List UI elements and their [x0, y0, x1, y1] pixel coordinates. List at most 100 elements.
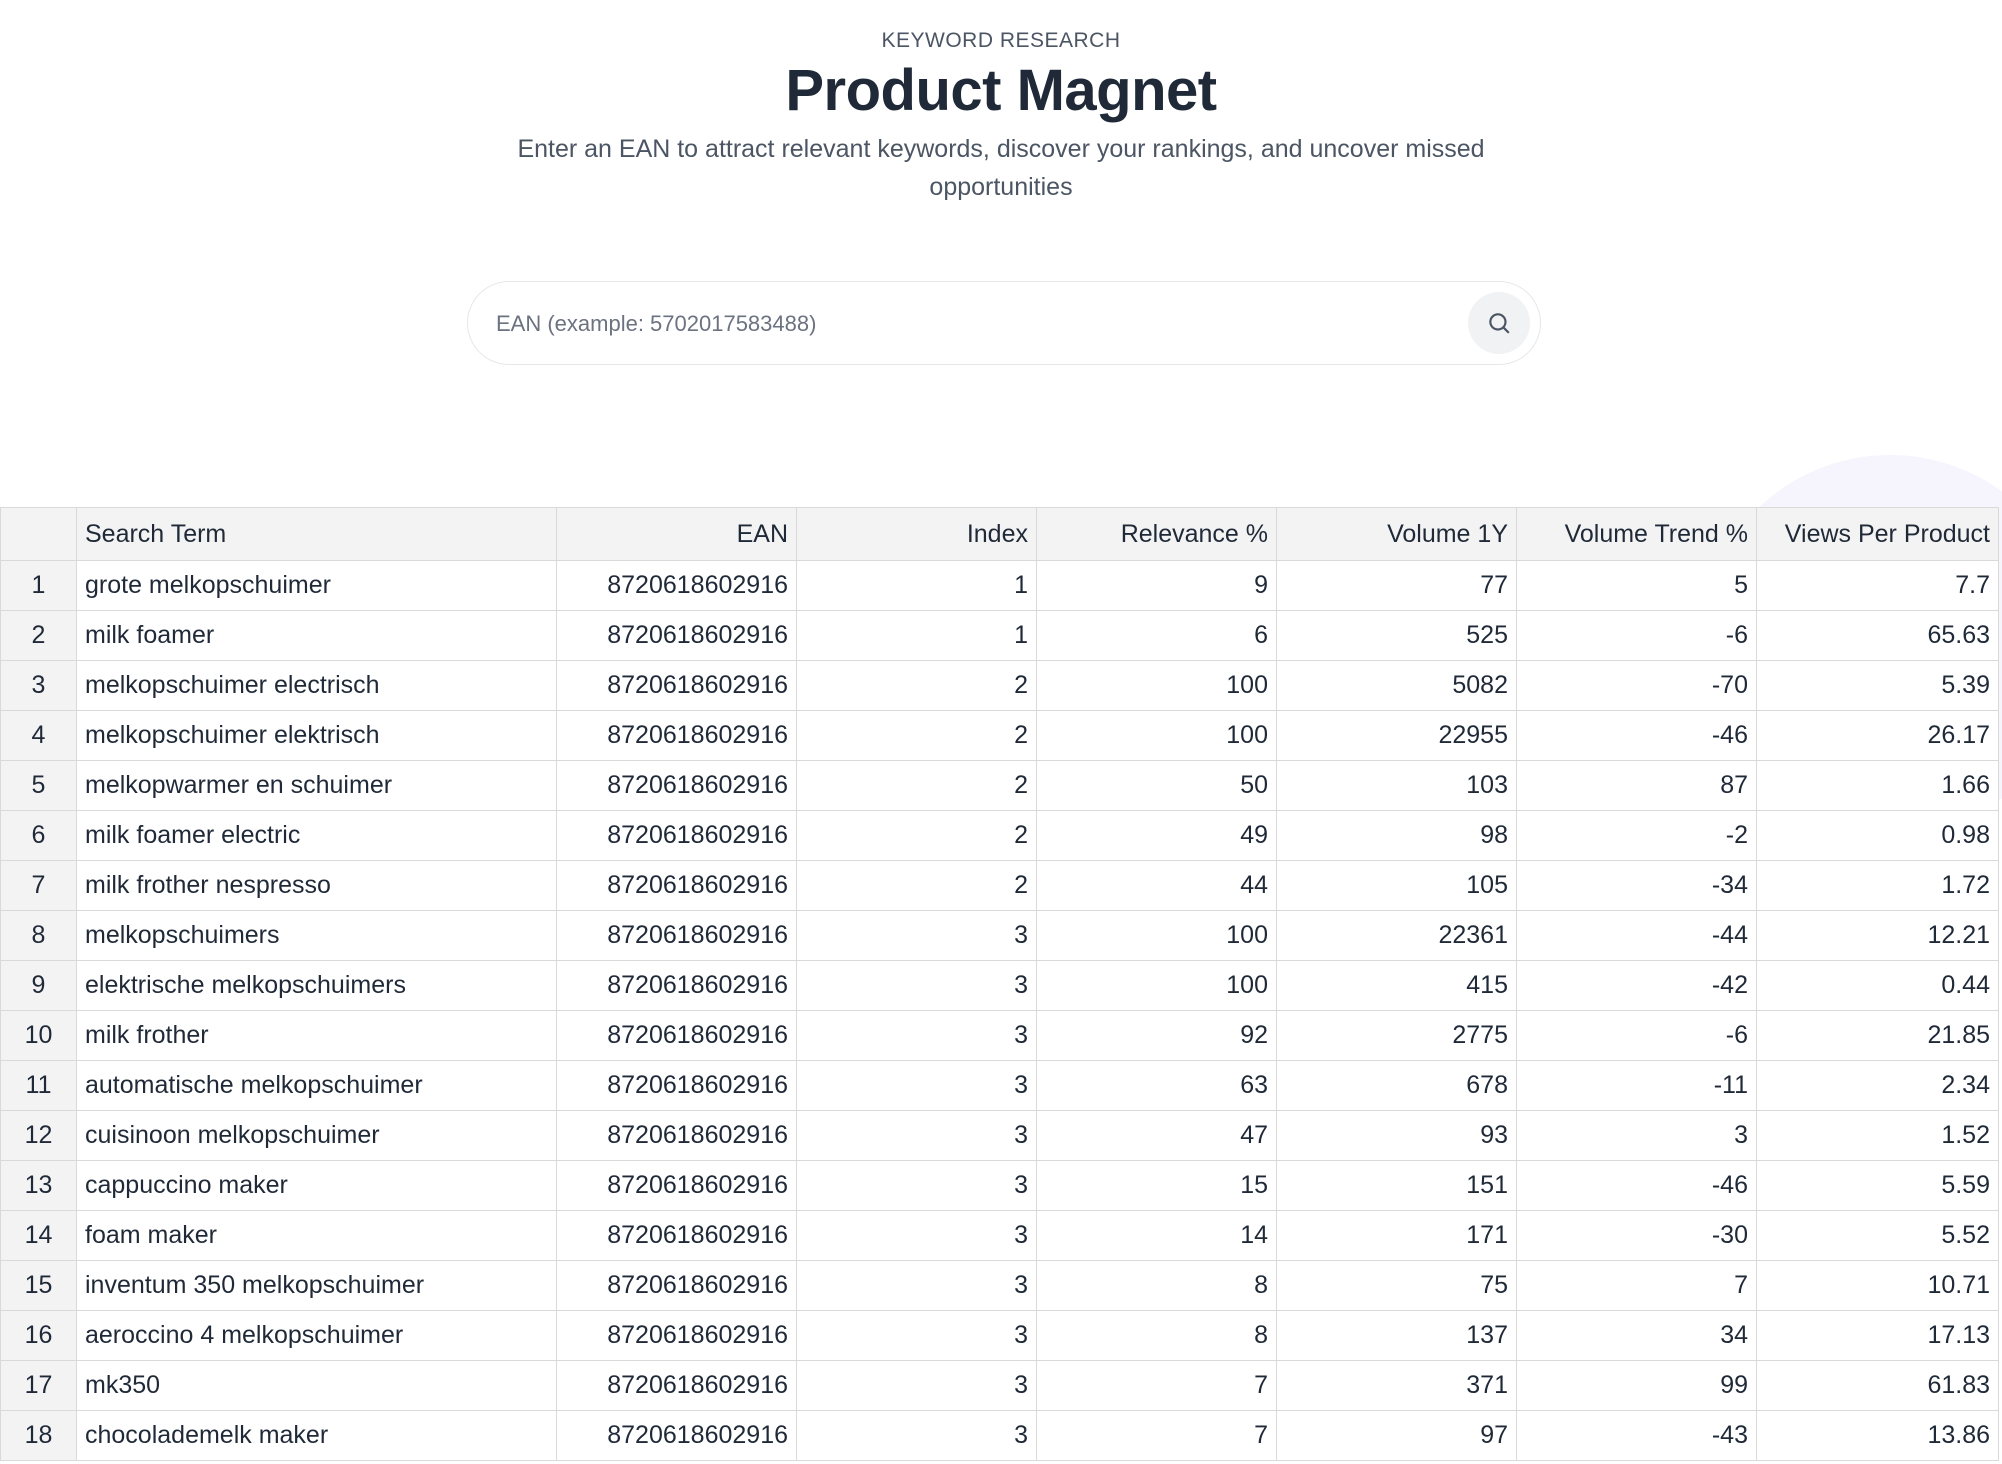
cell-volume-1y[interactable]: 371: [1276, 1360, 1517, 1411]
cell-index[interactable]: 2: [796, 810, 1037, 861]
cell-relevance[interactable]: 9: [1036, 560, 1277, 611]
cell-search-term[interactable]: melkopschuimer electrisch: [76, 660, 557, 711]
cell-relevance[interactable]: 100: [1036, 960, 1277, 1011]
cell-index[interactable]: 3: [796, 960, 1037, 1011]
column-header-volume-trend[interactable]: Volume Trend %: [1516, 507, 1757, 561]
cell-relevance[interactable]: 100: [1036, 710, 1277, 761]
table-row[interactable]: 5 melkopwarmer en schuimer 8720618602916 2 5…: [0, 760, 1999, 811]
cell-search-term[interactable]: mk350: [76, 1360, 557, 1411]
table-row[interactable]: 4 melkopschuimer elektrisch 8720618602916 2…: [0, 710, 1999, 761]
cell-search-term[interactable]: elektrische melkopschuimers: [76, 960, 557, 1011]
cell-ean[interactable]: 8720618602916: [556, 1410, 797, 1461]
cell-index[interactable]: 2: [796, 710, 1037, 761]
cell-volume-trend[interactable]: 99: [1516, 1360, 1757, 1411]
cell-index[interactable]: 2: [796, 660, 1037, 711]
cell-relevance[interactable]: 100: [1036, 660, 1277, 711]
cell-volume-1y[interactable]: 103: [1276, 760, 1517, 811]
cell-relevance[interactable]: 50: [1036, 760, 1277, 811]
cell-volume-1y[interactable]: 105: [1276, 860, 1517, 911]
column-header-row-number[interactable]: [0, 507, 77, 561]
cell-ean[interactable]: 8720618602916: [556, 560, 797, 611]
cell-views-per-product[interactable]: 12.21: [1756, 910, 1999, 961]
cell-ean[interactable]: 8720618602916: [556, 960, 797, 1011]
cell-relevance[interactable]: 49: [1036, 810, 1277, 861]
cell-search-term[interactable]: milk frother: [76, 1010, 557, 1061]
table-row[interactable]: 15 inventum 350 melkopschuimer 87206186029…: [0, 1260, 1999, 1311]
cell-volume-trend[interactable]: 5: [1516, 560, 1757, 611]
cell-index[interactable]: 3: [796, 1210, 1037, 1261]
cell-search-term[interactable]: grote melkopschuimer: [76, 560, 557, 611]
cell-views-per-product[interactable]: 10.71: [1756, 1260, 1999, 1311]
cell-relevance[interactable]: 63: [1036, 1060, 1277, 1111]
column-header-relevance[interactable]: Relevance %: [1036, 507, 1277, 561]
cell-index[interactable]: 3: [796, 1110, 1037, 1161]
cell-volume-trend[interactable]: -6: [1516, 610, 1757, 661]
cell-relevance[interactable]: 15: [1036, 1160, 1277, 1211]
table-row[interactable]: 9 elektrische melkopschuimers 872061860291…: [0, 960, 1999, 1011]
cell-volume-1y[interactable]: 678: [1276, 1060, 1517, 1111]
table-row[interactable]: 18 chocolademelk maker 8720618602916 3 7 97 -4…: [0, 1410, 1999, 1461]
cell-index[interactable]: 3: [796, 1360, 1037, 1411]
cell-ean[interactable]: 8720618602916: [556, 1310, 797, 1361]
cell-views-per-product[interactable]: 5.59: [1756, 1160, 1999, 1211]
cell-ean[interactable]: 8720618602916: [556, 1160, 797, 1211]
column-header-volume-1y[interactable]: Volume 1Y: [1276, 507, 1517, 561]
column-header-index[interactable]: Index: [796, 507, 1037, 561]
cell-views-per-product[interactable]: 17.13: [1756, 1310, 1999, 1361]
cell-volume-trend[interactable]: 7: [1516, 1260, 1757, 1311]
column-header-views-per-product[interactable]: Views Per Product: [1756, 507, 1999, 561]
cell-ean[interactable]: 8720618602916: [556, 1010, 797, 1061]
cell-search-term[interactable]: automatische melkopschuimer: [76, 1060, 557, 1111]
table-row[interactable]: 11 automatische melkopschuimer 87206186029…: [0, 1060, 1999, 1111]
cell-relevance[interactable]: 7: [1036, 1410, 1277, 1461]
cell-volume-1y[interactable]: 525: [1276, 610, 1517, 661]
cell-ean[interactable]: 8720618602916: [556, 1360, 797, 1411]
cell-index[interactable]: 3: [796, 910, 1037, 961]
cell-volume-trend[interactable]: -42: [1516, 960, 1757, 1011]
cell-volume-1y[interactable]: 93: [1276, 1110, 1517, 1161]
cell-volume-1y[interactable]: 97: [1276, 1410, 1517, 1461]
cell-views-per-product[interactable]: 26.17: [1756, 710, 1999, 761]
cell-search-term[interactable]: milk foamer: [76, 610, 557, 661]
cell-search-term[interactable]: inventum 350 melkopschuimer: [76, 1260, 557, 1311]
table-row[interactable]: 14 foam maker 8720618602916 3 14 171 -30 5.52: [0, 1210, 1999, 1261]
cell-views-per-product[interactable]: 5.39: [1756, 660, 1999, 711]
cell-relevance[interactable]: 100: [1036, 910, 1277, 961]
cell-index[interactable]: 3: [796, 1010, 1037, 1061]
cell-ean[interactable]: 8720618602916: [556, 710, 797, 761]
cell-volume-trend[interactable]: 34: [1516, 1310, 1757, 1361]
cell-views-per-product[interactable]: 65.63: [1756, 610, 1999, 661]
cell-search-term[interactable]: melkopwarmer en schuimer: [76, 760, 557, 811]
cell-search-term[interactable]: cuisinoon melkopschuimer: [76, 1110, 557, 1161]
table-row[interactable]: 6 milk foamer electric 8720618602916 2 49 98-…: [0, 810, 1999, 861]
cell-volume-1y[interactable]: 2775: [1276, 1010, 1517, 1061]
cell-ean[interactable]: 8720618602916: [556, 910, 797, 961]
cell-volume-1y[interactable]: 77: [1276, 560, 1517, 611]
cell-relevance[interactable]: 92: [1036, 1010, 1277, 1061]
cell-volume-1y[interactable]: 22955: [1276, 710, 1517, 761]
cell-volume-1y[interactable]: 22361: [1276, 910, 1517, 961]
cell-index[interactable]: 3: [796, 1310, 1037, 1361]
cell-volume-trend[interactable]: -43: [1516, 1410, 1757, 1461]
cell-search-term[interactable]: milk foamer electric: [76, 810, 557, 861]
table-row[interactable]: 3 melkopschuimer electrisch 8720618602916 2…: [0, 660, 1999, 711]
cell-relevance[interactable]: 6: [1036, 610, 1277, 661]
table-row[interactable]: 16 aeroccino 4 melkopschuimer 872061860291…: [0, 1310, 1999, 1361]
cell-volume-trend[interactable]: -2: [1516, 810, 1757, 861]
cell-index[interactable]: 2: [796, 860, 1037, 911]
cell-views-per-product[interactable]: 5.52: [1756, 1210, 1999, 1261]
cell-views-per-product[interactable]: 1.72: [1756, 860, 1999, 911]
cell-views-per-product[interactable]: 13.86: [1756, 1410, 1999, 1461]
cell-views-per-product[interactable]: 61.83: [1756, 1360, 1999, 1411]
cell-volume-1y[interactable]: 415: [1276, 960, 1517, 1011]
cell-index[interactable]: 1: [796, 610, 1037, 661]
cell-search-term[interactable]: milk frother nespresso: [76, 860, 557, 911]
cell-search-term[interactable]: cappuccino maker: [76, 1160, 557, 1211]
cell-ean[interactable]: 8720618602916: [556, 1210, 797, 1261]
table-row[interactable]: 8 melkopschuimers 8720618602916 3 100 22361 -4…: [0, 910, 1999, 961]
cell-ean[interactable]: 8720618602916: [556, 860, 797, 911]
cell-volume-trend[interactable]: -6: [1516, 1010, 1757, 1061]
cell-views-per-product[interactable]: 1.52: [1756, 1110, 1999, 1161]
cell-index[interactable]: 2: [796, 760, 1037, 811]
table-row[interactable]: 13 cappuccino maker 8720618602916 3 15 151 -46…: [0, 1160, 1999, 1211]
